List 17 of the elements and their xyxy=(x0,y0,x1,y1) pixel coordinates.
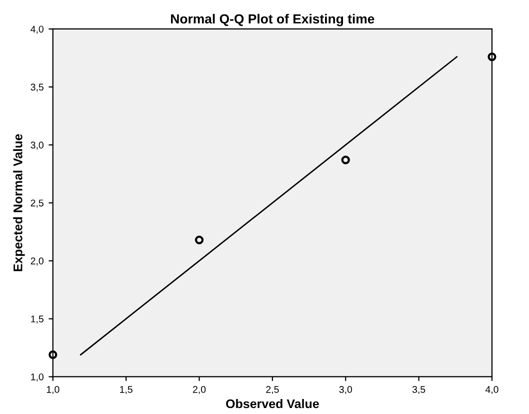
y-tick-label: 3,0 xyxy=(30,142,44,150)
chart-title: Normal Q-Q Plot of Existing time xyxy=(171,14,374,26)
x-tick-label: 1,5 xyxy=(120,386,132,394)
x-tick-label: 1,0 xyxy=(46,386,60,394)
y-axis-title: Expected Normal Value xyxy=(13,134,25,272)
x-tick-label: 2,0 xyxy=(192,386,206,394)
x-tick-label: 2,5 xyxy=(266,386,279,394)
y-tick-label: 3,5 xyxy=(30,84,44,92)
y-tick-label: 1,5 xyxy=(31,316,44,324)
x-axis-title: Observed Value xyxy=(226,398,319,408)
y-tick-label: 2,5 xyxy=(30,200,44,208)
x-tick-label: 4,0 xyxy=(485,386,498,394)
y-tick-label: 1,0 xyxy=(31,373,44,382)
y-tick-label: 4,0 xyxy=(30,26,44,34)
y-tick-label: 2,0 xyxy=(30,258,44,266)
x-tick-label: 3,0 xyxy=(339,386,352,394)
x-tick-label: 3,5 xyxy=(412,386,426,394)
